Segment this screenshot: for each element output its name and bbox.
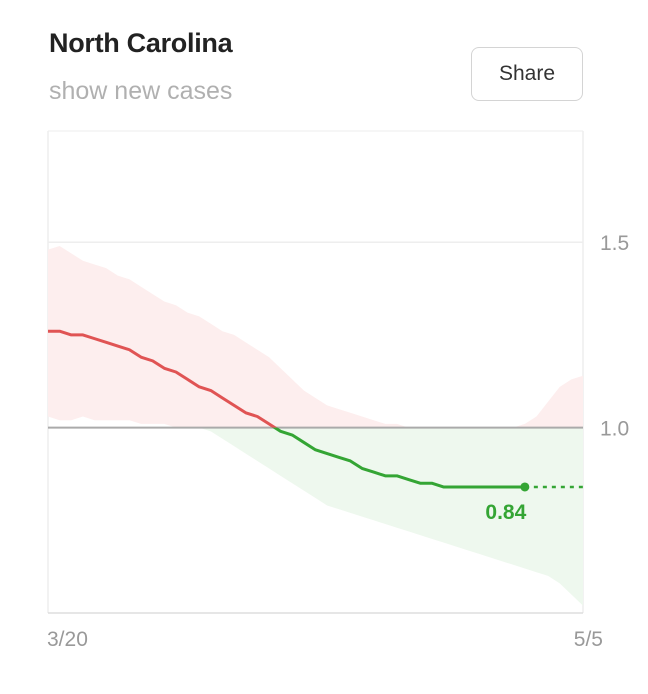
confidence-band-above: [48, 245, 583, 428]
confidence-band-below: [199, 427, 583, 606]
rt-line-below: [272, 427, 525, 489]
x-tick-label-start: 3/20: [47, 628, 88, 651]
x-tick-label-end: 5/5: [574, 628, 603, 651]
latest-point: [520, 482, 530, 492]
rt-line-above: [48, 329, 278, 428]
show-new-cases-link[interactable]: show new cases: [49, 77, 233, 105]
share-button[interactable]: Share: [471, 47, 583, 101]
y-tick-label-1: 1.0: [600, 418, 629, 441]
y-tick-label-1-5: 1.5: [600, 232, 629, 255]
latest-value-label: 0.84: [485, 501, 526, 524]
page-title: North Carolina: [49, 28, 233, 58]
